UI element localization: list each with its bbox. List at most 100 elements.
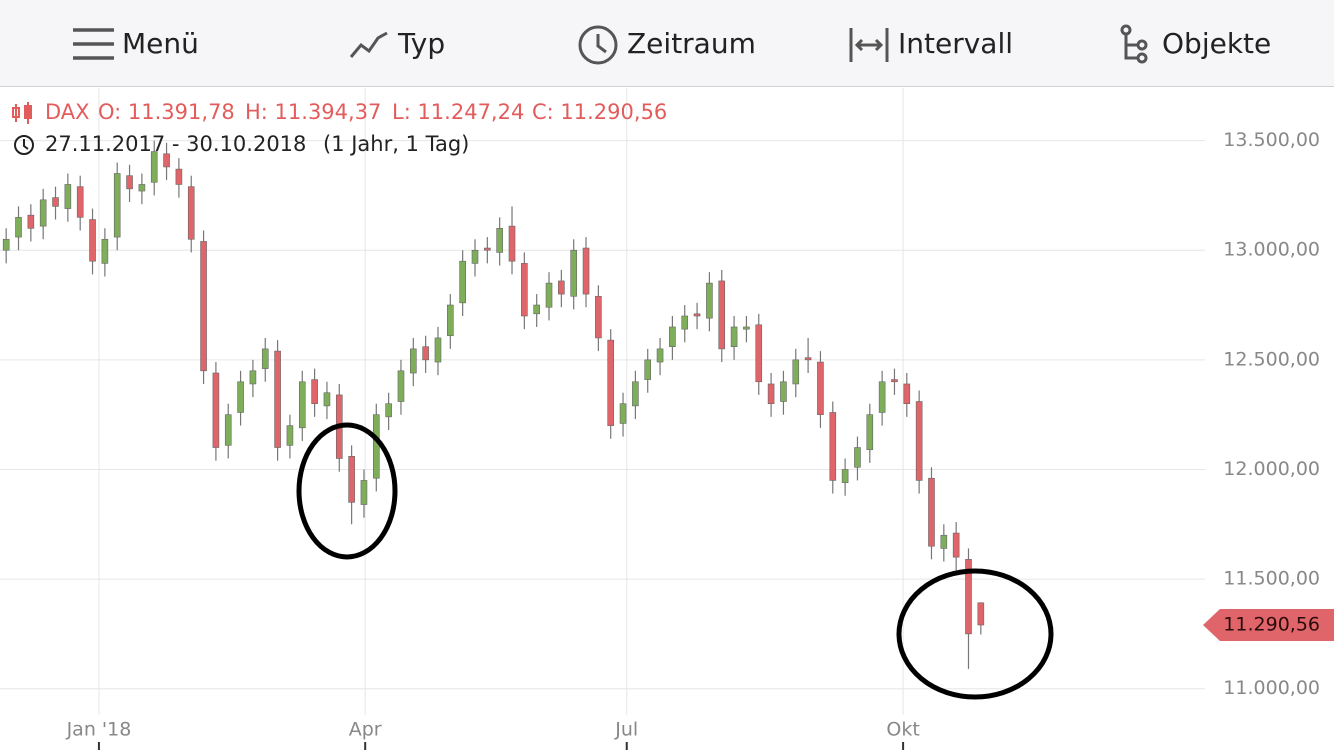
candle-icon [12, 102, 32, 124]
candle-body [607, 339, 615, 426]
candle-body [348, 456, 355, 503]
y-tick-label: 12.500,00 [1223, 348, 1320, 370]
x-tick-label: Apr [349, 719, 382, 741]
candle-body [952, 532, 960, 558]
candle-body [903, 383, 911, 404]
candle-body [52, 197, 59, 207]
candle-body [200, 241, 207, 372]
candle-body [261, 348, 269, 369]
candle-body [372, 414, 380, 479]
candle-body [89, 219, 96, 262]
x-tick-label: Jul [614, 719, 638, 741]
annotation-circle [296, 422, 398, 560]
open-label: O: 11.391,78 [98, 100, 235, 124]
candle-body [138, 184, 146, 192]
candle-body [64, 184, 72, 209]
candle-body [471, 249, 479, 264]
plot: 11.000,00 11.500,00 12.000,00 12.500,00 13.0… [0, 88, 1334, 750]
candle-body [533, 304, 540, 315]
candle-body [447, 304, 454, 337]
candle-body [286, 425, 294, 446]
period-label[interactable]: Zeitraum [627, 27, 756, 60]
candle-body [681, 315, 689, 330]
candle-body [39, 199, 47, 227]
candle-body [76, 186, 84, 218]
candle-body [940, 534, 948, 549]
candle-body [780, 381, 787, 402]
candle-body [570, 249, 577, 297]
candle-body [496, 228, 503, 253]
candle-body [977, 602, 985, 626]
candle-body [237, 381, 244, 413]
x-tick-label: Jan '18 [66, 719, 132, 741]
objects-icon[interactable] [1120, 24, 1148, 64]
candle-body [521, 263, 528, 317]
candle-body [545, 282, 553, 308]
candle-body [632, 381, 639, 407]
clock-icon [14, 135, 34, 155]
candle-body [126, 175, 133, 190]
candle-body [101, 238, 109, 264]
candle-body [15, 217, 22, 238]
candle-body [434, 337, 442, 363]
candle-body [582, 247, 590, 295]
candle-body [644, 359, 652, 380]
period: (1 Jahr, 1 Tag) [323, 132, 469, 156]
toolbar [0, 0, 1334, 86]
menu-label[interactable]: Menü [122, 27, 199, 60]
candle-body [150, 151, 158, 183]
candle-body [385, 403, 392, 418]
candle-body [212, 372, 220, 448]
candle-body [459, 260, 466, 304]
y-tick-label: 13.500,00 [1223, 129, 1320, 151]
candle-body [113, 173, 121, 238]
y-tick-label: 12.000,00 [1223, 458, 1320, 480]
candle-body [163, 153, 170, 168]
candle-body [915, 401, 923, 481]
candle-body [175, 168, 183, 185]
candle-body [841, 469, 849, 483]
price-tag [1203, 608, 1334, 641]
candle-body [619, 403, 627, 424]
low-label: L: 11.247,24 [392, 100, 524, 124]
date-range: 27.11.2017 - 30.10.2018 [45, 132, 306, 156]
candle-body [878, 381, 886, 413]
objects-label[interactable]: Objekte [1162, 27, 1271, 60]
candle-body [224, 414, 232, 446]
candle-body [743, 326, 750, 330]
candle-body [669, 326, 676, 347]
candle-body [829, 412, 837, 481]
candle-body [484, 247, 491, 251]
high-label: H: 11.394,37 [245, 100, 381, 124]
candle-body [27, 214, 35, 229]
price-tag-label: 11.290,56 [1223, 613, 1320, 635]
candle-body [2, 238, 10, 251]
interval-label[interactable]: Intervall [898, 27, 1013, 60]
candle-body [422, 346, 429, 361]
candle-body [767, 383, 775, 404]
candle-body [323, 392, 331, 407]
candle-body [249, 370, 257, 385]
candle-body [558, 280, 565, 295]
y-tick-label: 11.500,00 [1223, 568, 1320, 590]
symbol: DAX [45, 100, 90, 124]
candle-body [755, 324, 763, 383]
candle-body [397, 370, 405, 402]
candle-body [410, 348, 417, 374]
period-icon[interactable] [578, 25, 618, 65]
type-label[interactable]: Typ [397, 27, 445, 60]
candle-body [792, 359, 800, 385]
x-tick-label: Okt [886, 719, 919, 741]
candle-body [508, 225, 516, 262]
candle-body [891, 379, 898, 383]
candle-body [360, 480, 368, 505]
y-tick-label: 13.000,00 [1223, 239, 1320, 261]
interval-icon[interactable] [849, 28, 889, 62]
close-label: C: 11.290,56 [532, 100, 667, 124]
candle-body [656, 348, 664, 363]
menu-icon[interactable] [73, 28, 114, 60]
candle-body [928, 477, 935, 547]
type-icon[interactable] [349, 31, 388, 58]
